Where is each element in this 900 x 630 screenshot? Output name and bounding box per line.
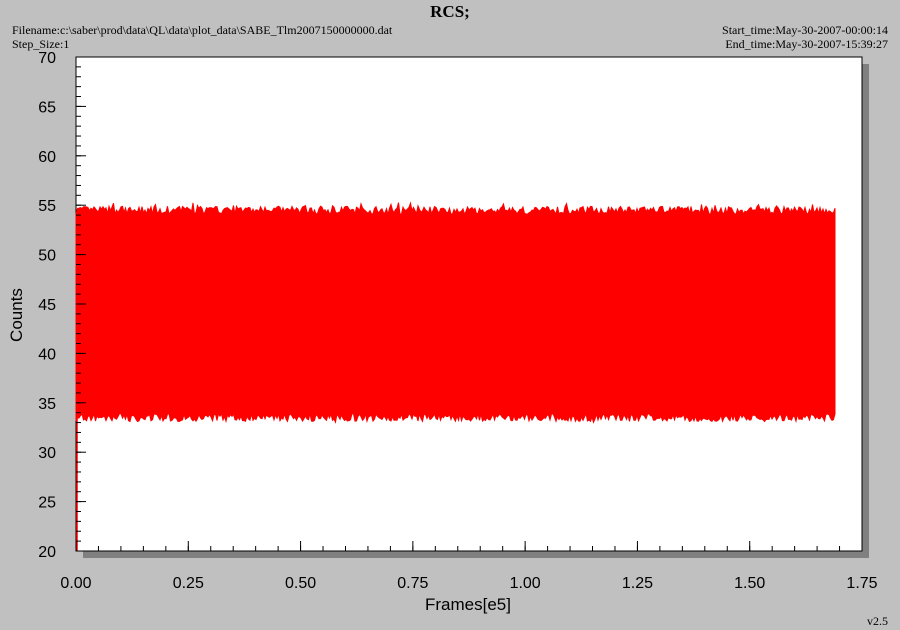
start-time-label: Start_time:May-30-2007-00:00:14: [722, 23, 888, 37]
end-time-label: End_time:May-30-2007-15:39:27: [725, 37, 888, 51]
y-tick-label: 40: [38, 346, 56, 363]
y-tick-label: 65: [38, 99, 56, 116]
x-tick-label: 0.50: [285, 575, 316, 592]
x-tick-label: 1.00: [510, 575, 541, 592]
y-tick-label: 30: [38, 445, 56, 462]
x-tick-label: 0.75: [397, 575, 428, 592]
y-tick-label: 45: [38, 297, 56, 314]
y-axis-title: Counts: [7, 288, 26, 342]
x-axis: 0.00 0.25 0.50 0.75 1.00 1.25 1.50 1.75: [60, 541, 878, 592]
y-tick-label: 70: [38, 50, 56, 67]
version-label: v2.5: [867, 614, 888, 628]
y-tick-label: 25: [38, 495, 56, 512]
x-tick-label: 1.75: [846, 575, 877, 592]
y-tick-label: 20: [38, 544, 56, 561]
x-tick-label: 1.50: [734, 575, 765, 592]
y-axis: 20 25 30 35 40 45 50 55 60 65 70: [38, 50, 86, 561]
y-tick-label: 60: [38, 149, 56, 166]
x-tick-label: 1.25: [622, 575, 653, 592]
series-layer: [75, 201, 836, 551]
x-axis-title: Frames[e5]: [425, 595, 511, 614]
chart-title: RCS;: [430, 2, 470, 21]
series-band: [75, 201, 836, 424]
y-tick-label: 55: [38, 198, 56, 215]
y-tick-label: 35: [38, 396, 56, 413]
filename-label: Filename:c:\saber\prod\data\QL\data\plot…: [12, 23, 393, 37]
x-tick-label: 0.00: [60, 575, 91, 592]
step-size-label: Step_Size:1: [12, 37, 70, 51]
y-tick-label: 50: [38, 248, 56, 265]
x-tick-label: 0.25: [173, 575, 204, 592]
